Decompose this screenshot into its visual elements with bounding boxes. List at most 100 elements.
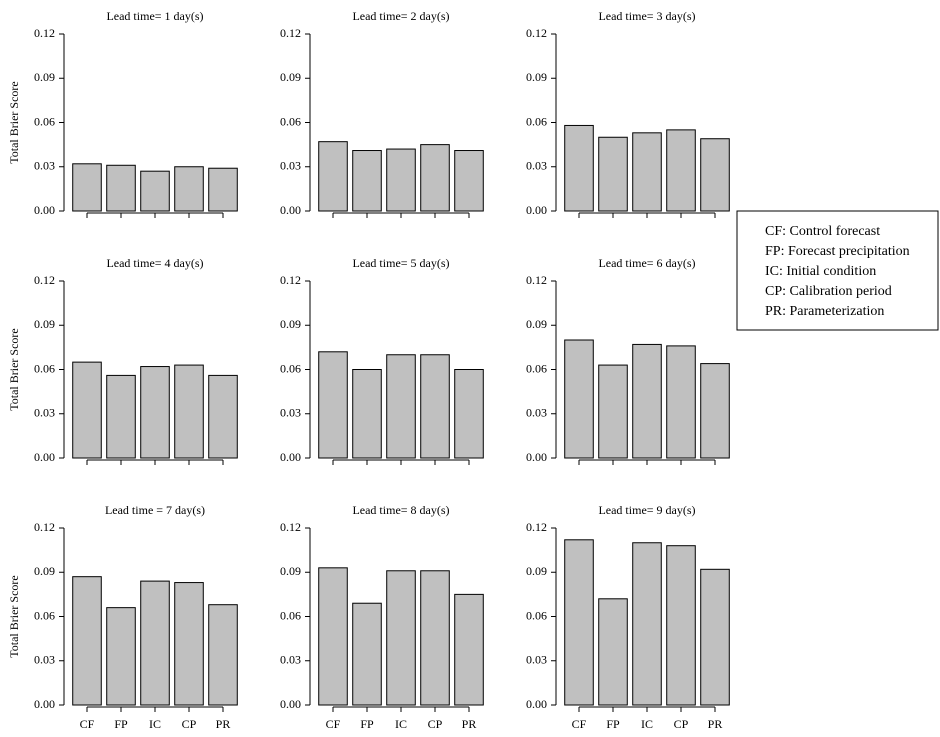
bar — [106, 374, 136, 459]
y-tick-label: 0.00 — [526, 450, 547, 464]
x-tick-label: CP — [428, 717, 443, 731]
bar — [208, 604, 238, 706]
chart-title: Lead time= 9 day(s) — [598, 503, 695, 517]
bar — [564, 124, 594, 212]
x-tick-label: IC — [641, 717, 653, 731]
bar — [352, 150, 382, 212]
bar — [420, 354, 450, 459]
bar — [598, 598, 628, 706]
chart-title: Lead time= 2 day(s) — [352, 9, 449, 23]
bar — [666, 345, 696, 459]
y-tick-label: 0.12 — [34, 273, 55, 287]
y-tick-label: 0.12 — [280, 26, 301, 40]
y-tick-label: 0.09 — [34, 317, 55, 331]
y-axis-label: Total Brier Score — [7, 328, 21, 410]
key-line: CP: Calibration period — [765, 284, 892, 299]
y-tick-label: 0.12 — [280, 520, 301, 534]
chart-title: Lead time= 1 day(s) — [106, 9, 203, 23]
bar — [386, 570, 416, 706]
bar — [72, 361, 102, 459]
bar — [140, 366, 170, 459]
key-line: PR: Parameterization — [765, 304, 884, 319]
y-tick-label: 0.00 — [526, 203, 547, 217]
x-tick-label: PR — [216, 717, 231, 731]
chart-title: Lead time= 3 day(s) — [598, 9, 695, 23]
y-axis-label: Total Brier Score — [7, 81, 21, 163]
x-tick-label: PR — [462, 717, 477, 731]
key-line: FP: Forecast precipitation — [765, 244, 910, 259]
chart-title: Lead time = 7 day(s) — [105, 503, 205, 517]
key-line: CF: Control forecast — [765, 224, 880, 239]
bar — [700, 138, 730, 212]
y-tick-label: 0.03 — [34, 406, 55, 420]
y-tick-label: 0.09 — [280, 70, 301, 84]
x-tick-label: CF — [572, 717, 587, 731]
y-tick-label: 0.09 — [526, 70, 547, 84]
bar — [420, 570, 450, 706]
y-tick-label: 0.03 — [526, 406, 547, 420]
x-tick-label: CF — [80, 717, 95, 731]
bar — [72, 576, 102, 706]
bar — [454, 150, 484, 212]
bar — [632, 132, 662, 212]
bar — [208, 374, 238, 459]
key-box — [736, 210, 939, 331]
bar — [420, 144, 450, 212]
bar — [72, 163, 102, 212]
y-tick-label: 0.00 — [34, 450, 55, 464]
bar — [318, 567, 348, 706]
x-tick-label: IC — [395, 717, 407, 731]
x-tick-label: FP — [360, 717, 374, 731]
y-tick-label: 0.03 — [526, 653, 547, 667]
y-tick-label: 0.06 — [34, 608, 55, 622]
bar — [106, 164, 136, 212]
x-tick-label: PR — [708, 717, 723, 731]
key-line: IC: Initial condition — [765, 264, 876, 279]
bar — [666, 129, 696, 212]
bar — [140, 580, 170, 706]
bar — [318, 351, 348, 459]
y-tick-label: 0.03 — [526, 159, 547, 173]
y-tick-label: 0.06 — [526, 608, 547, 622]
bar — [564, 339, 594, 459]
y-tick-label: 0.03 — [34, 159, 55, 173]
y-tick-label: 0.03 — [34, 653, 55, 667]
bar — [208, 167, 238, 212]
y-tick-label: 0.12 — [34, 26, 55, 40]
chart-title: Lead time= 5 day(s) — [352, 256, 449, 270]
bar — [700, 363, 730, 459]
y-tick-label: 0.09 — [526, 317, 547, 331]
y-tick-label: 0.09 — [34, 70, 55, 84]
bar — [174, 582, 204, 706]
x-tick-label: IC — [149, 717, 161, 731]
y-tick-label: 0.09 — [280, 317, 301, 331]
y-tick-label: 0.12 — [34, 520, 55, 534]
chart-title: Lead time= 6 day(s) — [598, 256, 695, 270]
bar — [598, 136, 628, 212]
y-tick-label: 0.00 — [34, 697, 55, 711]
bar — [666, 545, 696, 706]
y-tick-label: 0.06 — [280, 114, 301, 128]
y-tick-label: 0.00 — [280, 450, 301, 464]
y-tick-label: 0.00 — [280, 697, 301, 711]
y-tick-label: 0.12 — [526, 26, 547, 40]
bar — [632, 343, 662, 459]
y-tick-label: 0.12 — [526, 520, 547, 534]
bar — [386, 148, 416, 212]
bar — [174, 166, 204, 212]
bar — [598, 364, 628, 459]
y-tick-label: 0.00 — [526, 697, 547, 711]
bar — [454, 593, 484, 706]
x-tick-label: CP — [674, 717, 689, 731]
chart-title: Lead time= 8 day(s) — [352, 503, 449, 517]
y-tick-label: 0.09 — [280, 564, 301, 578]
y-tick-label: 0.03 — [280, 406, 301, 420]
bar — [386, 354, 416, 459]
y-tick-label: 0.09 — [526, 564, 547, 578]
y-tick-label: 0.03 — [280, 653, 301, 667]
key: CF: Control forecast FP: Forecast precip… — [736, 210, 939, 331]
x-tick-label: FP — [114, 717, 128, 731]
bar — [564, 539, 594, 706]
y-tick-label: 0.06 — [526, 361, 547, 375]
